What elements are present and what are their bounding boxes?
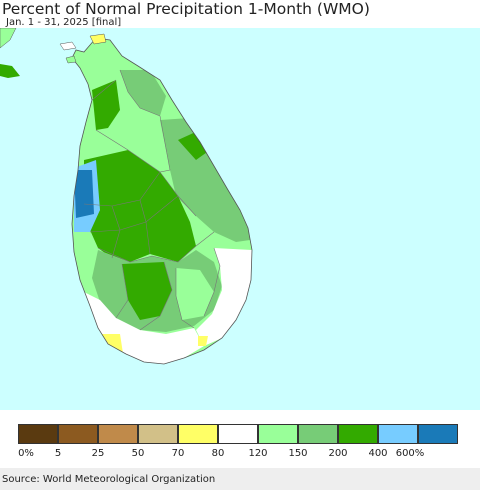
legend-label: 50 bbox=[131, 448, 145, 459]
legend-swatch bbox=[138, 424, 178, 444]
legend-label: 150 bbox=[288, 448, 308, 459]
legend-swatch bbox=[298, 424, 338, 444]
legend-swatch bbox=[178, 424, 218, 444]
source-bar: Source: World Meteorological Organizatio… bbox=[0, 468, 480, 490]
legend-label: 120 bbox=[248, 448, 268, 459]
north-islet-small bbox=[65, 55, 77, 64]
legend-swatch bbox=[98, 424, 138, 444]
legend-swatch bbox=[218, 424, 258, 444]
island-fill bbox=[72, 38, 252, 364]
legend-swatch bbox=[418, 424, 458, 444]
india-green-patch bbox=[0, 64, 20, 78]
legend-label: 5 bbox=[54, 448, 62, 459]
legend-label: 200 bbox=[328, 448, 348, 459]
source-text: Source: World Meteorological Organizatio… bbox=[2, 474, 216, 485]
map-subtitle: Jan. 1 - 31, 2025 [final] bbox=[6, 17, 122, 28]
india-landmass bbox=[0, 28, 17, 49]
legend-label: 25 bbox=[91, 448, 105, 459]
legend-swatch bbox=[378, 424, 418, 444]
legend-swatch bbox=[18, 424, 58, 444]
island-outline bbox=[71, 37, 253, 365]
legend-swatch bbox=[258, 424, 298, 444]
legend-label: 80 bbox=[211, 448, 225, 459]
legend-swatch bbox=[338, 424, 378, 444]
legend: 0% 5 25 50 70 80 120 150 200 400 600% bbox=[0, 412, 480, 464]
precipitation-map bbox=[0, 28, 480, 410]
legend-label: 0% bbox=[18, 448, 34, 459]
legend-label: 600% bbox=[395, 448, 425, 459]
north-islet-yellow bbox=[89, 33, 107, 45]
legend-swatch bbox=[58, 424, 98, 444]
map-title: Percent of Normal Precipitation 1-Month … bbox=[2, 0, 370, 18]
legend-label: 400 bbox=[368, 448, 388, 459]
north-islet bbox=[59, 41, 77, 51]
legend-label: 70 bbox=[171, 448, 185, 459]
